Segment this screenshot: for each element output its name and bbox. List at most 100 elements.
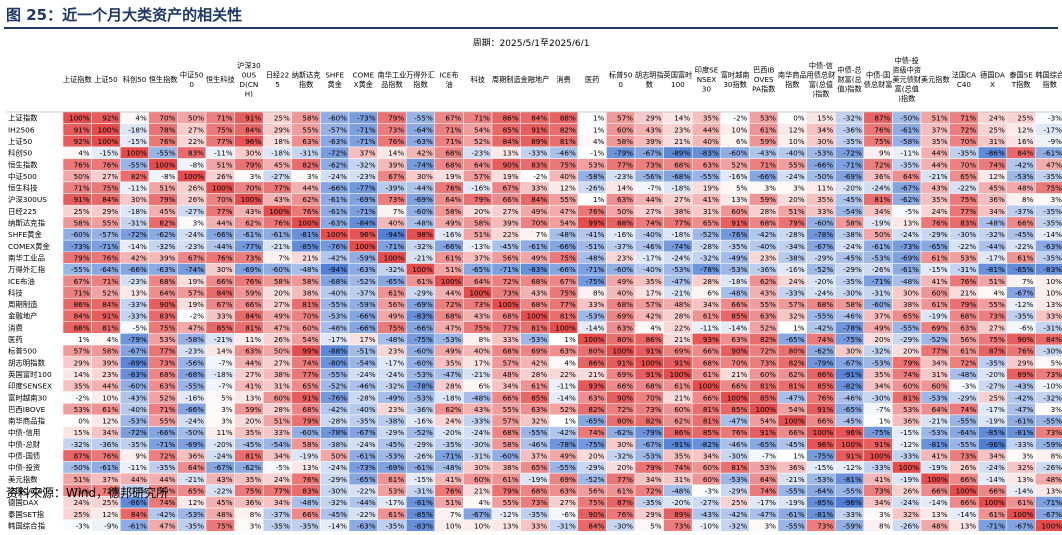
cell-value: -23% <box>614 172 633 181</box>
cell-value: 79% <box>302 417 318 426</box>
cell-value: 1% <box>593 195 605 204</box>
cell-value: -83% <box>128 370 147 379</box>
cell-value: 74% <box>817 335 833 344</box>
cell-value: 25% <box>74 510 90 519</box>
cell-value: -26% <box>414 452 433 461</box>
row-label-9: 纳斯达克指 <box>8 219 46 228</box>
svg-text:中债-国: 中债-国 <box>866 70 890 79</box>
cell-value: -82% <box>843 382 862 391</box>
cell-value: 98% <box>417 230 433 239</box>
cell-value: 7% <box>450 510 462 519</box>
cell-value: 68% <box>674 160 690 169</box>
cell-value: 18% <box>274 137 290 146</box>
cell-value: -40% <box>128 405 147 414</box>
cell-value: -48% <box>300 265 319 274</box>
cell-value: 55% <box>989 300 1005 309</box>
svg-text:富(总值: 富(总值 <box>809 80 833 89</box>
cell-value: -22% <box>958 242 977 251</box>
svg-text:上证50: 上证50 <box>94 75 118 84</box>
cell-value: 80% <box>617 335 633 344</box>
cell-value: 29% <box>274 125 290 134</box>
cell-value: -71% <box>500 265 519 274</box>
cell-value: 50% <box>74 172 90 181</box>
cell-value: 31% <box>274 382 290 391</box>
cell-value: 6% <box>707 288 719 297</box>
cell-value: 76% <box>274 219 290 228</box>
cell-value: 48% <box>1017 184 1033 193</box>
cell-value: -18% <box>128 125 147 134</box>
cell-value: -33% <box>786 288 805 297</box>
cell-value: -14% <box>328 521 347 530</box>
cell-value: -64% <box>100 265 119 274</box>
cell-value: 72% <box>102 486 118 495</box>
cell-value: 68% <box>531 300 547 309</box>
svg-text:中债-信: 中债-信 <box>809 61 833 70</box>
cell-value: 50% <box>617 207 633 216</box>
cell-value: 35% <box>74 382 90 391</box>
cell-value: 84% <box>531 114 547 123</box>
cell-value: 72% <box>445 300 461 309</box>
cell-value: -71% <box>357 137 376 146</box>
cell-value: 76% <box>217 253 233 262</box>
cell-value: -48% <box>986 219 1005 228</box>
svg-text:韩国综合: 韩国综合 <box>1035 70 1062 79</box>
row-label-22: 英国富时100 <box>8 370 52 379</box>
cell-value: 71% <box>445 125 461 134</box>
cell-value: -45% <box>328 510 347 519</box>
cell-value: -46% <box>529 440 548 449</box>
cell-value: 45% <box>274 160 290 169</box>
cell-value: 68% <box>445 149 461 158</box>
cell-value: -67% <box>900 184 919 193</box>
cell-value: -15% <box>100 149 119 158</box>
cell-value: 88% <box>617 219 633 228</box>
cell-value: 76% <box>932 219 948 228</box>
cell-value: 61% <box>102 405 118 414</box>
cell-value: 91% <box>760 428 776 437</box>
cell-value: -65% <box>471 265 490 274</box>
cell-value: 73% <box>474 300 490 309</box>
cell-value: 61% <box>388 475 404 484</box>
cell-value: 91% <box>74 195 90 204</box>
cell-value: 100% <box>727 393 748 402</box>
svg-text:)指数: )指数 <box>898 94 915 103</box>
cell-value: 10% <box>1046 277 1062 286</box>
cell-value: 64% <box>932 405 948 414</box>
cell-value: -65% <box>786 335 805 344</box>
cell-value: 77% <box>159 347 175 356</box>
cell-value: -7% <box>648 184 662 193</box>
cell-value: 8% <box>593 288 605 297</box>
svg-text:纳斯达克: 纳斯达克 <box>292 70 321 79</box>
cell-value: 5% <box>650 521 662 530</box>
cell-value: 83% <box>159 312 175 321</box>
cell-value: 74% <box>302 358 318 367</box>
cell-value: 84% <box>74 312 90 321</box>
cell-value: -18% <box>729 277 748 286</box>
cell-value: 68% <box>159 277 175 286</box>
cell-value: -55% <box>843 486 862 495</box>
cell-value: -75% <box>586 440 605 449</box>
cell-value: -65% <box>386 277 405 286</box>
cell-value: -61% <box>100 463 119 472</box>
cell-value: 60% <box>474 475 490 484</box>
cell-value: -94% <box>328 265 347 274</box>
cell-value: -24% <box>214 452 233 461</box>
column-header-9: SHFE黄金 <box>325 70 344 89</box>
cell-value: 82% <box>789 358 805 367</box>
cell-value: -14% <box>986 475 1005 484</box>
cell-value: 31% <box>674 475 690 484</box>
svg-text:指数: 指数 <box>413 80 427 89</box>
column-header-30: 美元指数 <box>921 75 950 84</box>
cell-value: 100% <box>1013 510 1034 519</box>
cell-value: -55% <box>557 463 576 472</box>
cell-value: -24% <box>986 463 1005 472</box>
cell-value: -78% <box>815 230 834 239</box>
cell-value: -35% <box>843 277 862 286</box>
svg-text:万得外汇: 万得外汇 <box>406 70 435 79</box>
cell-value: -91% <box>672 440 691 449</box>
cell-value: 91% <box>74 125 90 134</box>
cell-value: -7% <box>876 405 890 414</box>
cell-value: -44% <box>986 242 1005 251</box>
cell-value: 27% <box>245 370 261 379</box>
cell-value: 40% <box>617 288 633 297</box>
